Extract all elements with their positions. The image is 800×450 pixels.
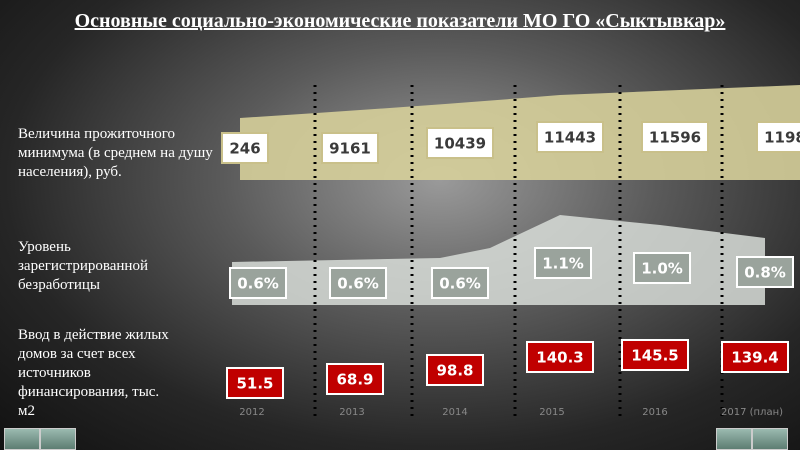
nav-return[interactable] [752,428,788,450]
value-label: 0.6% [237,275,279,293]
year-label: 2017 (план) [721,407,783,418]
value-box [326,363,384,395]
value-label: 246 [229,140,260,158]
value-label: 0.8% [744,264,786,282]
value-box [229,267,287,299]
nav-back[interactable] [4,428,40,450]
value-label: 145.5 [631,347,678,365]
value-box [526,341,594,373]
year-label: 2015 [539,407,564,418]
year-label: 2016 [642,407,667,418]
value-box [221,132,269,164]
value-label: 11596 [649,129,701,147]
value-label: 1.0% [641,260,683,278]
value-box [536,121,604,153]
value-label: 98.8 [436,362,473,380]
value-label: 51.5 [236,375,273,393]
row-label: Уровень зарегистрированной безработицы [18,239,148,293]
value-box [633,252,691,284]
value-box [756,121,800,153]
value-box [426,354,484,386]
value-label: 68.9 [336,371,373,389]
value-box [431,267,489,299]
value-label: 140.3 [536,349,583,367]
row-label: Ввод в действие жилых домов за счет всех… [18,327,169,419]
value-box [426,127,494,159]
nav-home[interactable] [716,428,752,450]
value-box [736,256,794,288]
value-label: 11443 [544,129,596,147]
value-label: 1198 [764,129,800,147]
value-label: 10439 [434,135,486,153]
year-label: 2012 [239,407,264,418]
value-box [226,367,284,399]
value-box [641,121,709,153]
year-label: 2014 [442,407,467,418]
value-label: 1.1% [542,255,584,273]
value-label: 0.6% [439,275,481,293]
value-label: 9161 [329,140,371,158]
value-box [321,132,379,164]
row-label: Величина прожиточного минимума (в средне… [18,126,213,180]
title: Основные социально-экономические показат… [74,10,726,32]
value-box [621,339,689,371]
value-label: 139.4 [731,349,778,367]
band-living-wage [240,85,800,180]
value-label: 0.6% [337,275,379,293]
value-box [329,267,387,299]
value-box [534,247,592,279]
year-label: 2013 [339,407,364,418]
nav-forward[interactable] [40,428,76,450]
value-box [721,341,789,373]
